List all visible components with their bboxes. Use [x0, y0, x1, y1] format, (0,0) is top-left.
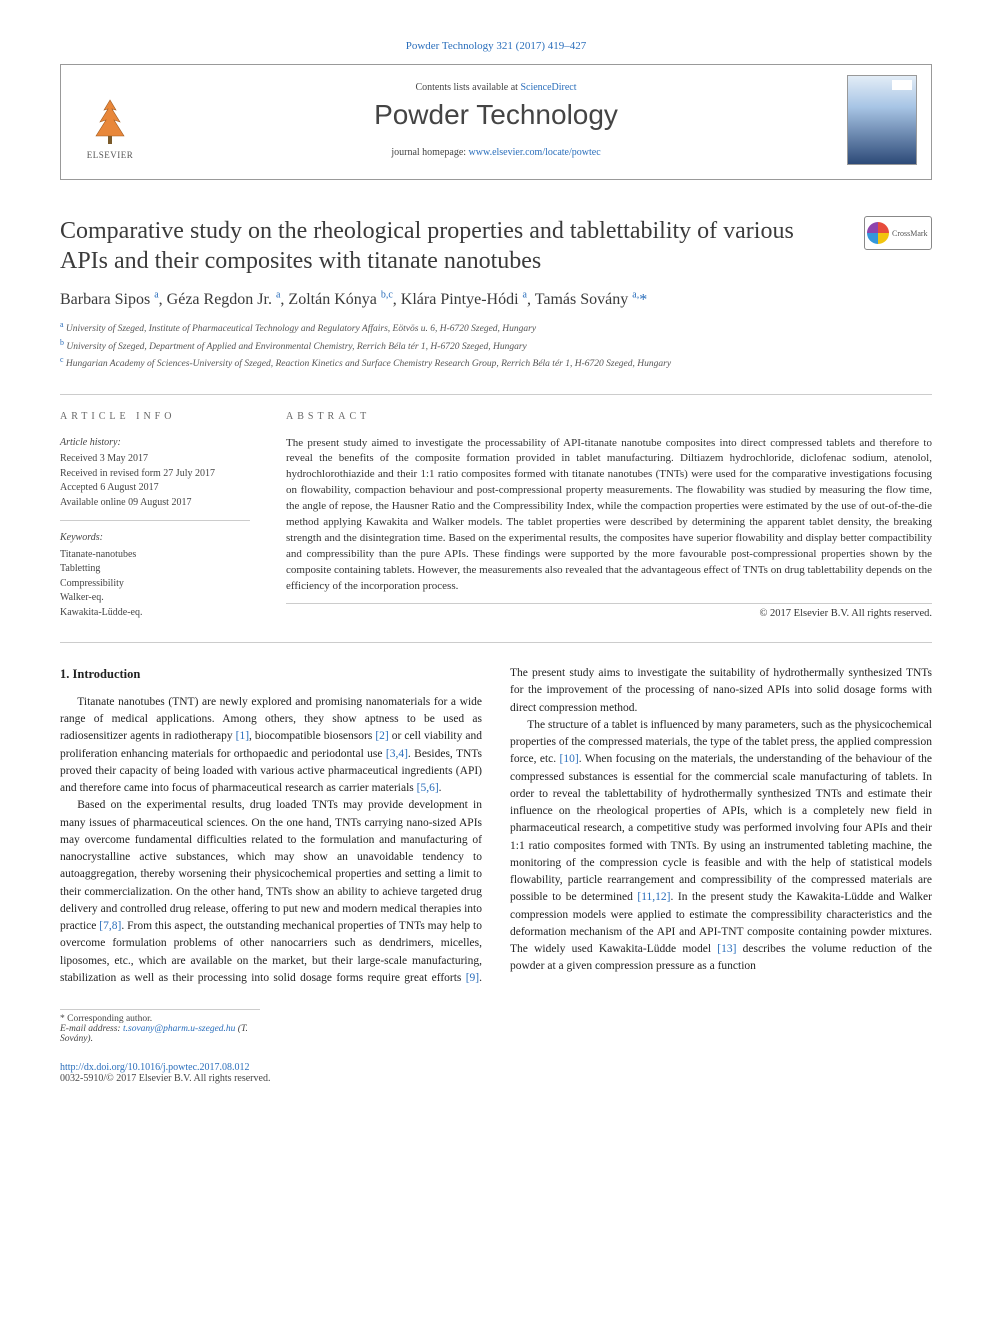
ref-link[interactable]: [11,12]: [637, 891, 670, 903]
page-footer: * Corresponding author. E-mail address: …: [60, 1009, 932, 1084]
history-item: Available online 09 August 2017: [60, 496, 250, 511]
issn-line: 0032-5910/© 2017 Elsevier B.V. All right…: [60, 1073, 932, 1084]
email-link[interactable]: t.sovany@pharm.u-szeged.hu: [123, 1024, 235, 1034]
keyword-item: Compressibility: [60, 577, 250, 592]
keyword-item: Tabletting: [60, 562, 250, 577]
ref-link[interactable]: [13]: [717, 943, 736, 955]
contents-line: Contents lists available at ScienceDirec…: [145, 82, 847, 93]
journal-name: Powder Technology: [145, 99, 847, 131]
authors-line: Barbara Sipos a, Géza Regdon Jr. a, Zolt…: [60, 290, 932, 309]
homepage-label: journal homepage:: [391, 147, 468, 158]
body-paragraph: Titanate nanotubes (TNT) are newly explo…: [60, 694, 482, 798]
article-info-label: article info: [60, 411, 250, 422]
abstract-label: abstract: [286, 411, 932, 422]
keywords-head: Keywords:: [60, 531, 250, 546]
crossmark-icon: [867, 222, 889, 244]
article-info-column: article info Article history: Received 3…: [60, 411, 250, 621]
crossmark-badge[interactable]: CrossMark: [864, 216, 932, 250]
abstract-column: abstract The present study aimed to inve…: [286, 411, 932, 621]
journal-header: ELSEVIER Contents lists available at Sci…: [60, 64, 932, 180]
ref-link[interactable]: [5,6]: [417, 782, 439, 794]
affiliations: a University of Szeged, Institute of Pha…: [60, 319, 932, 371]
ref-link[interactable]: [1]: [236, 730, 249, 742]
article-title: Comparative study on the rheological pro…: [60, 216, 840, 276]
corresponding-author: * Corresponding author. E-mail address: …: [60, 1009, 260, 1044]
corr-label: * Corresponding author.: [60, 1014, 260, 1024]
sciencedirect-link[interactable]: ScienceDirect: [520, 82, 576, 93]
elsevier-tree-icon: [90, 98, 130, 148]
keyword-item: Kawakita-Lüdde-eq.: [60, 606, 250, 621]
homepage-link[interactable]: www.elsevier.com/locate/powtec: [469, 147, 601, 158]
crossmark-label: CrossMark: [892, 229, 928, 238]
homepage-line: journal homepage: www.elsevier.com/locat…: [145, 147, 847, 158]
history-head: Article history:: [60, 436, 250, 451]
article-history: Article history: Received 3 May 2017 Rec…: [60, 436, 250, 522]
history-item: Received in revised form 27 July 2017: [60, 467, 250, 482]
citation-link[interactable]: Powder Technology 321 (2017) 419–427: [406, 40, 587, 52]
contents-prefix: Contents lists available at: [415, 82, 520, 93]
ref-link[interactable]: [3,4]: [386, 748, 408, 760]
doi-link[interactable]: http://dx.doi.org/10.1016/j.powtec.2017.…: [60, 1062, 250, 1073]
ref-link[interactable]: [7,8]: [99, 920, 121, 932]
ref-link[interactable]: [2]: [375, 730, 388, 742]
ref-link[interactable]: [9]: [466, 972, 479, 984]
divider: [60, 642, 932, 643]
ref-link[interactable]: [10]: [560, 753, 579, 765]
section-heading: 1. Introduction: [60, 665, 482, 684]
copyright: © 2017 Elsevier B.V. All rights reserved…: [286, 608, 932, 619]
keywords: Keywords: Titanate-nanotubes Tabletting …: [60, 531, 250, 620]
keyword-item: Walker-eq.: [60, 591, 250, 606]
history-item: Received 3 May 2017: [60, 452, 250, 467]
keyword-item: Titanate-nanotubes: [60, 548, 250, 563]
email-label: E-mail address:: [60, 1024, 121, 1034]
body-paragraph: The structure of a tablet is influenced …: [510, 717, 932, 976]
divider: [60, 394, 932, 395]
journal-cover-thumb: [847, 75, 917, 165]
body-columns: 1. Introduction Titanate nanotubes (TNT)…: [60, 665, 932, 987]
corresponding-marker: *: [639, 291, 647, 308]
history-item: Accepted 6 August 2017: [60, 481, 250, 496]
citation-bar: Powder Technology 321 (2017) 419–427: [60, 40, 932, 52]
publisher-logo: ELSEVIER: [75, 80, 145, 160]
abstract-text: The present study aimed to investigate t…: [286, 436, 932, 604]
publisher-name: ELSEVIER: [87, 150, 134, 160]
